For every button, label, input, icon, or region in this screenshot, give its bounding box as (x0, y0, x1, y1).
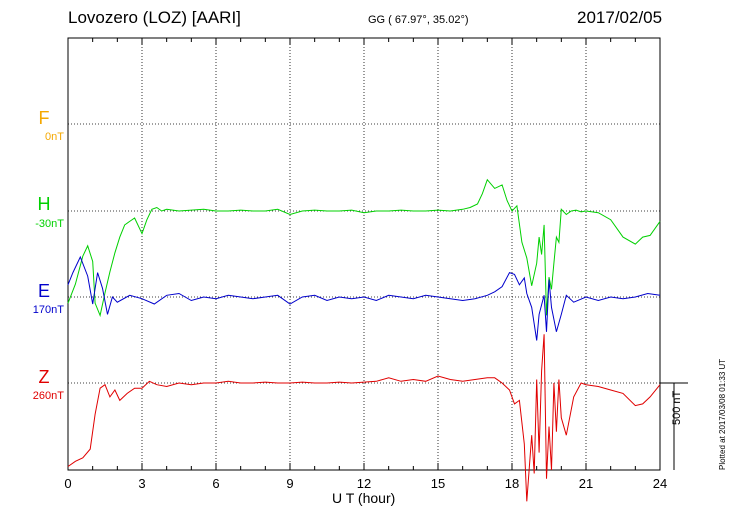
page-title: Lovozero (LOZ) [AARI] (68, 8, 241, 27)
x-tick-label-21: 21 (579, 476, 593, 491)
series-line-E (67, 255, 661, 341)
channel-name-Z: Z (38, 367, 50, 387)
channel-baseline-E: 170nT (32, 304, 64, 316)
channel-name-H: H (37, 194, 51, 214)
channel-baseline-Z: 260nT (32, 390, 64, 402)
plotted-timestamp: Plotted at 2017/03/08 01:33 UT (718, 358, 727, 470)
x-tick-label-24: 24 (653, 476, 667, 491)
data-series (67, 178, 661, 502)
x-tick-label-18: 18 (505, 476, 519, 491)
channel-name-F: F (38, 108, 50, 128)
station-coordinates: GG ( 67.97°, 35.02°) (368, 14, 469, 26)
series-line-H (67, 178, 661, 318)
x-tick-label-15: 15 (431, 476, 445, 491)
x-tick-label-12: 12 (357, 476, 371, 491)
x-tick-label-3: 3 (138, 476, 145, 491)
channel-baseline-F: 0nT (45, 131, 64, 143)
series-line-Z (67, 334, 661, 502)
grid-lines (68, 38, 660, 470)
x-tick-label-6: 6 (212, 476, 219, 491)
x-tick-label-0: 0 (64, 476, 71, 491)
x-axis-ticks: 0 3 6 9 12 15 18 21 24 (64, 38, 667, 491)
channel-name-E: E (37, 281, 50, 301)
x-axis-label: U T (hour) (332, 490, 396, 506)
chart-date: 2017/02/05 (577, 8, 663, 27)
scale-bar (660, 382, 688, 470)
x-tick-label-9: 9 (286, 476, 293, 491)
scale-label: 500 nT (671, 390, 683, 425)
channel-baseline-H: -30nT (35, 218, 64, 230)
